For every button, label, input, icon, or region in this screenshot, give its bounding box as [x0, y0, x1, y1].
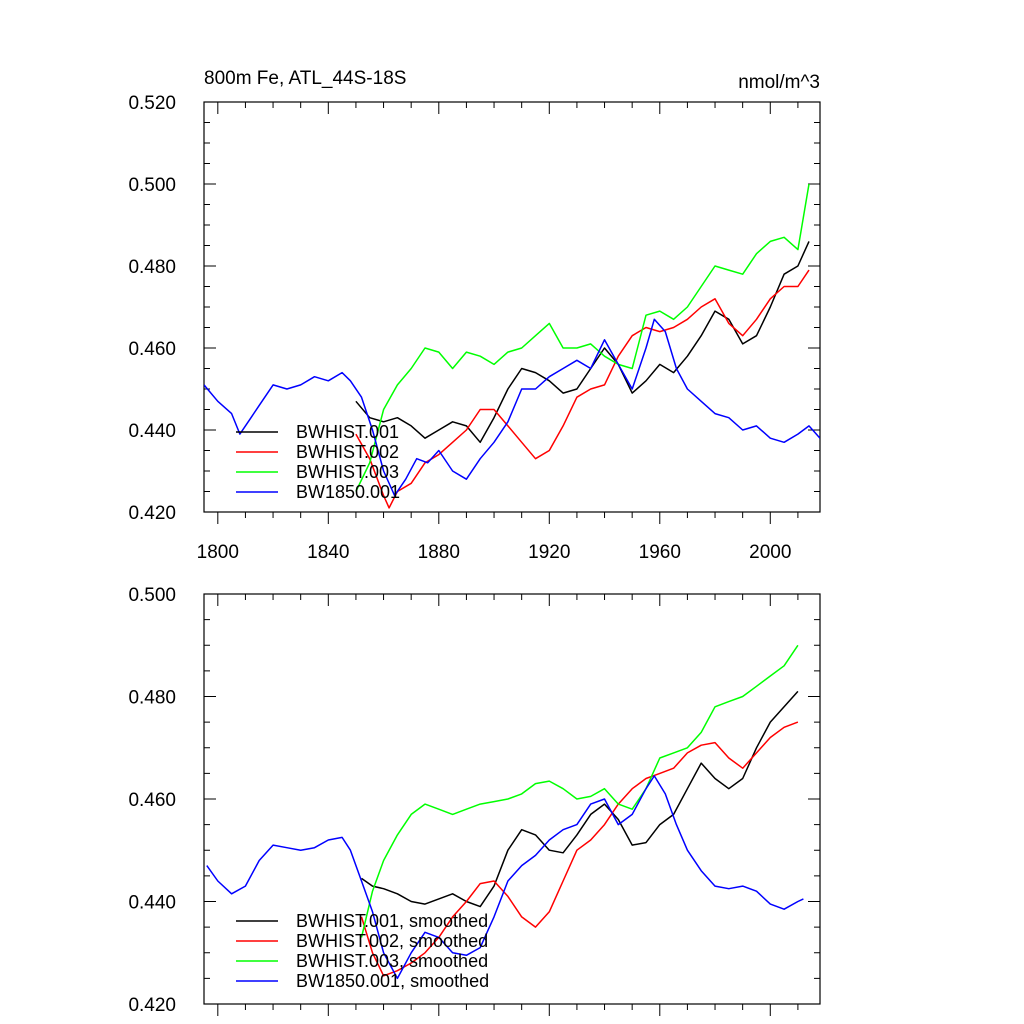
top-x-tick-label: 1840: [307, 542, 349, 563]
top-chart-panel: 800m Fe, ATL_44S-18S nmol/m^3 0.420 0.440…: [128, 68, 821, 563]
bottom-series-line-3: [360, 644, 799, 938]
top-legend-label-4: BW1850.001: [296, 482, 400, 502]
bottom-legend-label-1: BWHIST.001, smoothed: [296, 911, 488, 931]
bottom-plot-area: 0.420 0.440 0.460 0.480 0.500 BWHIST.001, smo…: [128, 585, 821, 1016]
bottom-y-tick-label: 0.480: [128, 688, 176, 709]
top-chart-units: nmol/m^3: [738, 72, 820, 93]
bottom-y-tick-label: 0.460: [128, 790, 176, 811]
bottom-y-tick-label: 0.440: [128, 893, 176, 914]
top-series-line-4: [204, 318, 820, 497]
bottom-series-line-1: [361, 690, 799, 908]
bottom-legend-label-2: BWHIST.002, smoothed: [296, 931, 488, 951]
bottom-y-tick-label: 0.500: [128, 585, 176, 606]
top-y-tick-label: 0.480: [128, 257, 176, 278]
bottom-y-tick-label: 0.420: [128, 995, 176, 1016]
top-x-tick-label: 2000: [749, 542, 791, 563]
top-y-tick-label: 0.520: [128, 93, 176, 114]
top-y-tick-label: 0.460: [128, 339, 176, 360]
top-x-tick-label: 1880: [418, 542, 460, 563]
top-series-group: [204, 183, 820, 509]
top-x-tick-label: 1800: [197, 542, 239, 563]
top-y-tick-label: 0.440: [128, 421, 176, 442]
bottom-chart-panel: 0.420 0.440 0.460 0.480 0.500 BWHIST.001, smo…: [128, 585, 821, 1016]
top-legend-label-1: BWHIST.001: [296, 422, 399, 442]
top-y-tick-label: 0.500: [128, 175, 176, 196]
top-x-tick-label: 1960: [639, 542, 681, 563]
bottom-legend-label-3: BWHIST.003, smoothed: [296, 951, 488, 971]
top-series-line-3: [355, 183, 810, 492]
top-chart-title: 800m Fe, ATL_44S-18S: [204, 68, 406, 89]
top-legend-label-2: BWHIST.002: [296, 442, 399, 462]
bottom-series-line-4: [206, 775, 804, 980]
top-legend-label-3: BWHIST.003: [296, 462, 399, 482]
top-series-line-1: [355, 241, 810, 444]
bottom-legend-label-4: BW1850.001, smoothed: [296, 971, 489, 991]
top-plot-area: 0.420 0.440 0.460 0.480 0.500 0.520 1800 1840 18…: [128, 93, 821, 563]
top-series-line-2: [355, 269, 810, 509]
top-x-tick-label: 1920: [528, 542, 570, 563]
bottom-series-line-2: [360, 721, 799, 977]
bottom-series-group: [206, 644, 804, 980]
top-y-tick-label: 0.420: [128, 503, 176, 524]
